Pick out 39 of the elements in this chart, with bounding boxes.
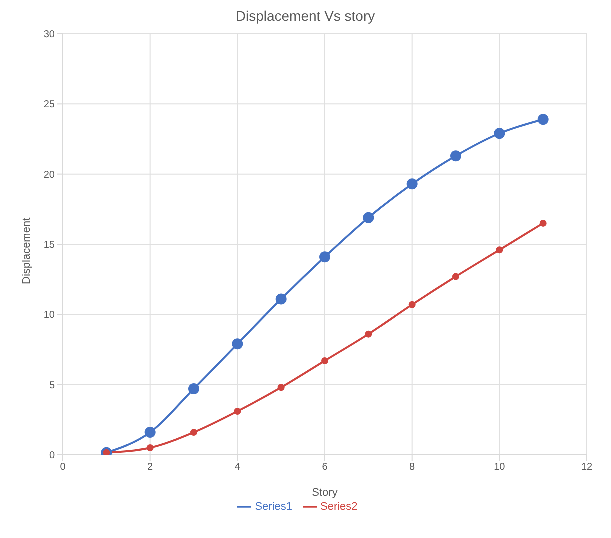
point <box>232 338 244 350</box>
x-tick-label: 6 <box>322 462 328 474</box>
y-tick-label: 25 <box>44 100 56 111</box>
x-tick-label: 4 <box>234 462 241 474</box>
point <box>278 384 285 392</box>
point <box>363 212 374 224</box>
point <box>540 220 547 227</box>
x-tick-label: 10 <box>494 462 506 474</box>
y-tick-label: 5 <box>49 380 56 392</box>
point <box>538 114 549 126</box>
point <box>496 246 504 254</box>
legend-label: Series1 <box>255 500 292 513</box>
point <box>450 150 462 162</box>
y-tick-label: 15 <box>44 240 56 252</box>
point <box>452 273 460 280</box>
x-tick-label: 8 <box>410 462 416 474</box>
x-tick-label: 2 <box>148 462 154 474</box>
y-tick-label: 10 <box>44 310 56 322</box>
legend-label: Series2 <box>320 500 358 513</box>
point <box>146 444 154 452</box>
y-tick-label: 30 <box>44 30 56 41</box>
y-tick-label: 20 <box>44 170 56 181</box>
point <box>322 357 328 364</box>
x-tick-label: 12 <box>581 462 593 474</box>
point <box>494 128 506 140</box>
point <box>188 384 200 395</box>
x-axis-title: Story <box>312 487 338 499</box>
point <box>234 408 242 415</box>
point <box>320 252 330 263</box>
point <box>408 301 416 308</box>
point <box>276 294 287 305</box>
point <box>144 427 156 438</box>
y-tick-label: 0 <box>49 450 56 462</box>
point <box>190 429 198 436</box>
chart-title: Displacement Vs story <box>234 8 376 24</box>
y-axis-title: Displacement <box>20 218 33 284</box>
point <box>406 178 418 190</box>
x-tick-label: 0 <box>60 462 66 474</box>
point <box>365 330 372 338</box>
